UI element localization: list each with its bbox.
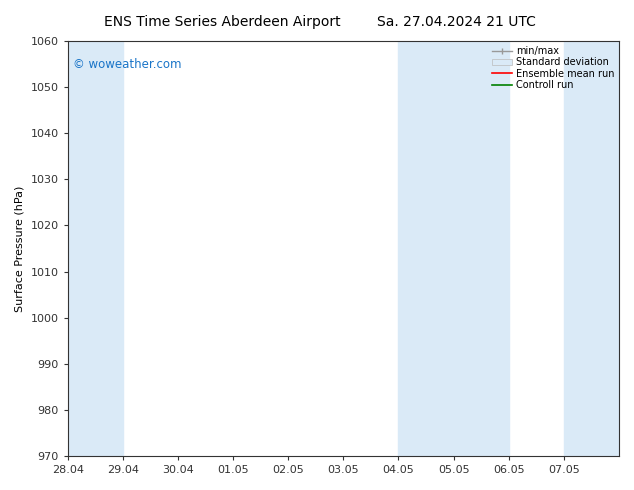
Legend: min/max, Standard deviation, Ensemble mean run, Controll run: min/max, Standard deviation, Ensemble me… [493,46,614,90]
Y-axis label: Surface Pressure (hPa): Surface Pressure (hPa) [15,185,25,312]
Text: © woweather.com: © woweather.com [73,58,182,71]
Bar [399,41,508,456]
Text: ENS Time Series Aberdeen Airport: ENS Time Series Aberdeen Airport [103,15,340,29]
Bar [68,41,123,456]
Text: Sa. 27.04.2024 21 UTC: Sa. 27.04.2024 21 UTC [377,15,536,29]
Bar [564,41,619,456]
